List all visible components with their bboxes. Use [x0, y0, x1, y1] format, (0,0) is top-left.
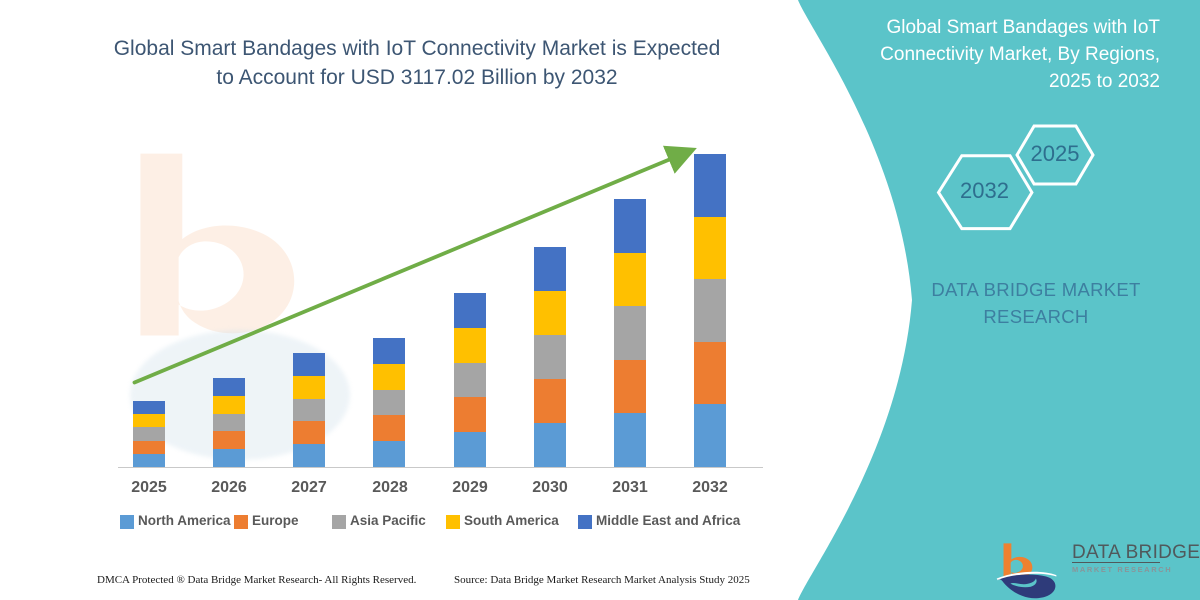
svg-text:2025: 2025	[1031, 141, 1080, 166]
svg-text:2032: 2032	[960, 178, 1009, 203]
